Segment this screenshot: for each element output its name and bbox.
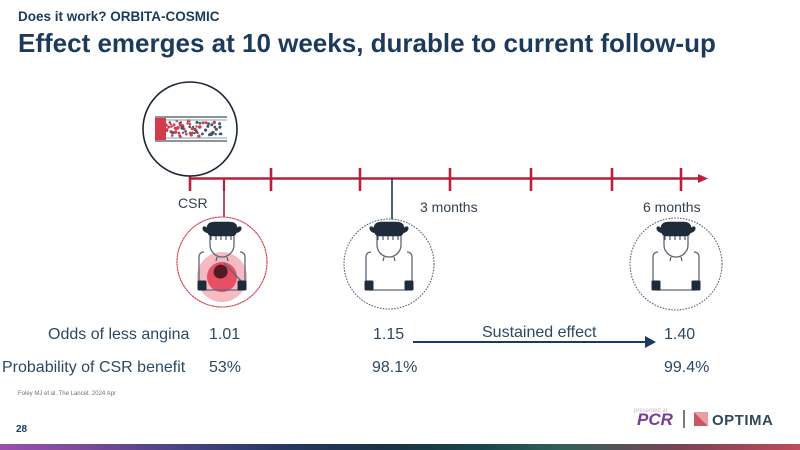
svg-text:OPTIMA: OPTIMA: [712, 412, 773, 429]
svg-text:PCR: PCR: [637, 410, 674, 429]
